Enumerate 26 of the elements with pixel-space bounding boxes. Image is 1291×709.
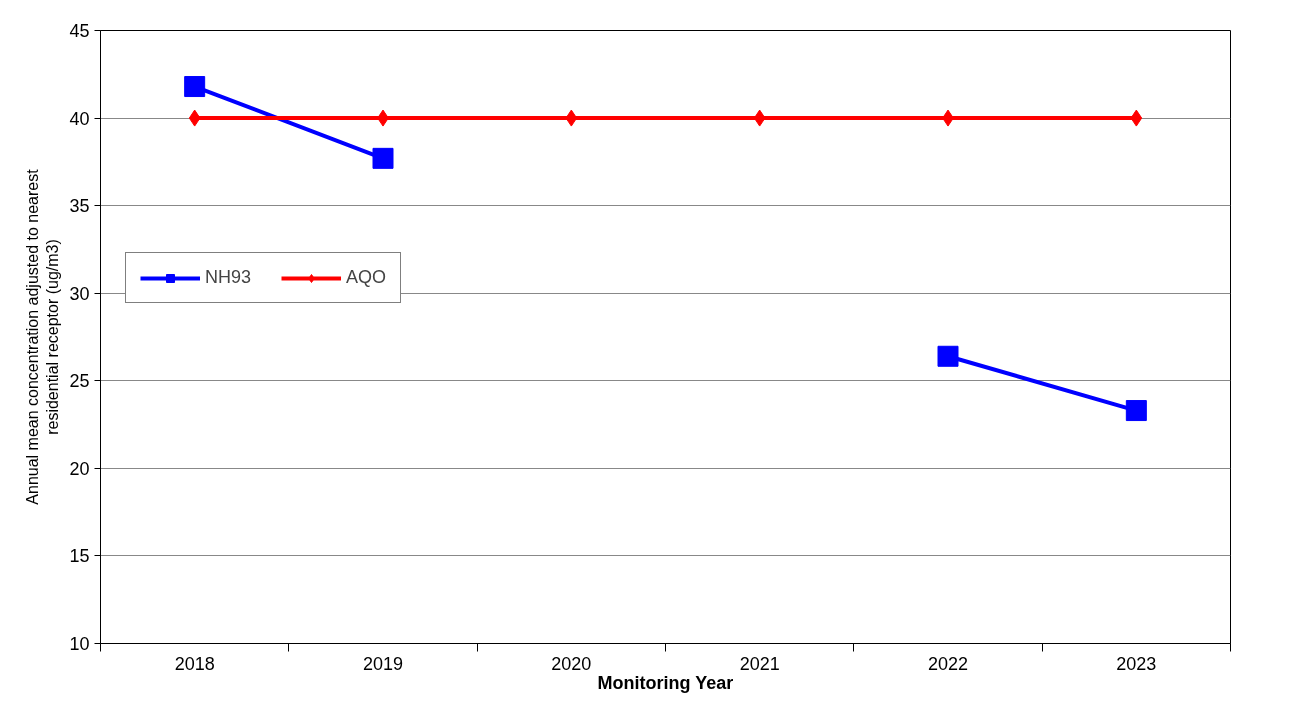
x-tick-label: 2021 <box>739 653 780 674</box>
y-axis-title: Annual mean concentration adjusted to nearest residential receptor (ug/m3) <box>24 168 62 505</box>
legend-label: NH93 <box>205 267 252 288</box>
x-tick-label: 2019 <box>362 653 404 674</box>
point <box>937 345 959 367</box>
point <box>1125 400 1147 422</box>
x-tick-label: 2020 <box>551 653 592 674</box>
y-tick-label: 10 <box>69 634 90 654</box>
y-tick-label: 40 <box>69 108 90 129</box>
y-tick-label: 45 <box>69 21 90 41</box>
y-tick-label: 15 <box>69 546 90 567</box>
point <box>565 109 578 127</box>
point <box>1130 109 1143 127</box>
point <box>184 76 206 98</box>
y-tick-label: 20 <box>69 458 90 479</box>
point <box>753 109 766 127</box>
y-tick-label: 30 <box>69 283 90 304</box>
y-tick-label: 25 <box>69 371 90 392</box>
x-tick-label: 2022 <box>927 653 969 674</box>
x-axis-title: Monitoring Year <box>597 672 734 693</box>
x-tick-label: 2018 <box>174 653 215 674</box>
y-tick-label: 35 <box>69 196 90 217</box>
legend-label: AQO <box>346 267 387 288</box>
point <box>372 147 394 169</box>
point <box>188 109 201 127</box>
x-tick-label: 2023 <box>1116 653 1157 674</box>
